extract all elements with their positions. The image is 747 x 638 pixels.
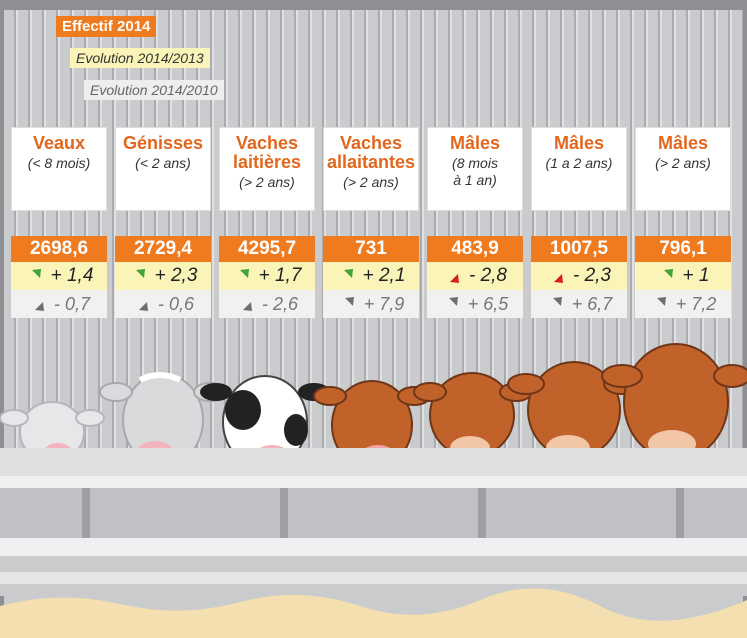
- arrow-down-icon: [133, 297, 148, 311]
- feed-trough: [0, 448, 747, 478]
- arrow-up-icon: [130, 269, 145, 283]
- arrow-up-icon: [26, 269, 41, 283]
- evolution-2013-value: + 2,1: [362, 265, 406, 286]
- evolution-2013-value: + 1: [682, 265, 710, 286]
- category-header: Mâles (> 2 ans): [635, 127, 731, 211]
- category-header: Vaches laitières (> 2 ans): [219, 127, 315, 211]
- category-name: Génisses: [122, 133, 204, 153]
- arrow-down-icon: [444, 269, 459, 283]
- evolution-2013-cell: + 1,7: [219, 262, 315, 290]
- category-column: Mâles (8 mois à 1 an) 483,9 - 2,8 + 6,5: [427, 127, 523, 318]
- effectif-2014-value: 2698,6: [11, 236, 107, 262]
- category-age-range: (< 8 mois): [27, 155, 91, 171]
- arrow-up-icon: [651, 297, 666, 311]
- category-column: Mâles (> 2 ans) 796,1 + 1 + 7,2: [635, 127, 731, 318]
- effectif-2014-value: 731: [323, 236, 419, 262]
- evolution-2013-cell: - 2,8: [427, 262, 523, 290]
- arrow-up-icon: [339, 297, 354, 311]
- legend-evolution-2013: Evolution 2014/2013: [70, 48, 210, 68]
- category-age-range: (1 a 2 ans): [545, 155, 613, 171]
- evolution-2010-cell: + 7,2: [635, 290, 731, 318]
- rail-panels: [0, 488, 747, 538]
- category-age-range: (> 2 ans): [655, 155, 711, 171]
- evolution-2010-cell: - 0,6: [115, 290, 211, 318]
- evolution-2010-value: + 7,2: [675, 293, 717, 314]
- category-name: Mâles: [553, 133, 605, 153]
- evolution-2013-cell: + 2,1: [323, 262, 419, 290]
- evolution-2013-value: + 1,7: [258, 265, 302, 286]
- arrow-up-icon: [234, 269, 249, 283]
- evolution-2010-cell: - 0,7: [11, 290, 107, 318]
- category-name: Veaux: [32, 133, 86, 153]
- evolution-2013-value: - 2,3: [572, 265, 612, 286]
- arrow-up-icon: [547, 297, 562, 311]
- evolution-2010-cell: + 6,7: [531, 290, 627, 318]
- arrow-up-icon: [658, 269, 673, 283]
- evolution-2010-value: - 0,7: [53, 293, 91, 314]
- evolution-2010-cell: - 2,6: [219, 290, 315, 318]
- effectif-2014-value: 796,1: [635, 236, 731, 262]
- category-header: Mâles (1 a 2 ans): [531, 127, 627, 211]
- arrow-up-icon: [338, 269, 353, 283]
- category-name: Mâles: [449, 133, 501, 153]
- straw: [0, 588, 747, 638]
- category-column: Veaux (< 8 mois) 2698,6 + 1,4 - 0,7: [11, 127, 107, 318]
- category-column: Vaches allaitantes (> 2 ans) 731 + 2,1 + 7,9: [323, 127, 419, 318]
- arrow-down-icon: [237, 297, 252, 311]
- top-beam: [0, 0, 747, 10]
- evolution-2010-value: + 6,5: [467, 293, 509, 314]
- category-column: Vaches laitières (> 2 ans) 4295,7 + 1,7 - 2,…: [219, 127, 315, 318]
- category-header: Veaux (< 8 mois): [11, 127, 107, 211]
- evolution-2010-value: + 7,9: [363, 293, 405, 314]
- category-header: Vaches allaitantes (> 2 ans): [323, 127, 419, 211]
- category-header: Génisses (< 2 ans): [115, 127, 211, 211]
- category-name: Vaches laitières: [232, 133, 302, 172]
- evolution-2010-value: + 6,7: [571, 293, 613, 314]
- evolution-2010-value: - 0,6: [157, 293, 195, 314]
- category-age-range: (> 2 ans): [239, 174, 295, 190]
- category-age-range: (< 2 ans): [135, 155, 191, 171]
- legend-effectif: Effectif 2014: [56, 16, 157, 37]
- effectif-2014-value: 1007,5: [531, 236, 627, 262]
- category-header: Mâles (8 mois à 1 an): [427, 127, 523, 211]
- category-age-range: (> 2 ans): [343, 174, 399, 190]
- evolution-2010-cell: + 6,5: [427, 290, 523, 318]
- effectif-2014-value: 2729,4: [115, 236, 211, 262]
- evolution-2013-cell: + 2,3: [115, 262, 211, 290]
- evolution-2013-value: + 1,4: [50, 265, 94, 286]
- evolution-2013-cell: + 1,4: [11, 262, 107, 290]
- legend-evolution-2010: Evolution 2014/2010: [84, 80, 224, 100]
- effectif-2014-value: 483,9: [427, 236, 523, 262]
- evolution-2013-cell: - 2,3: [531, 262, 627, 290]
- evolution-2013-cell: + 1: [635, 262, 731, 290]
- category-column: Mâles (1 a 2 ans) 1007,5 - 2,3 + 6,7: [531, 127, 627, 318]
- category-column: Génisses (< 2 ans) 2729,4 + 2,3 - 0,6: [115, 127, 211, 318]
- effectif-2014-value: 4295,7: [219, 236, 315, 262]
- category-name: Vaches allaitantes: [326, 133, 416, 172]
- arrow-up-icon: [443, 297, 458, 311]
- arrow-down-icon: [29, 297, 44, 311]
- category-age-range: (8 mois à 1 an): [452, 155, 498, 188]
- evolution-2010-cell: + 7,9: [323, 290, 419, 318]
- evolution-2010-value: - 2,6: [261, 293, 299, 314]
- arrow-down-icon: [548, 269, 563, 283]
- category-name: Mâles: [657, 133, 709, 153]
- evolution-2013-value: + 2,3: [154, 265, 198, 286]
- evolution-2013-value: - 2,8: [468, 265, 508, 286]
